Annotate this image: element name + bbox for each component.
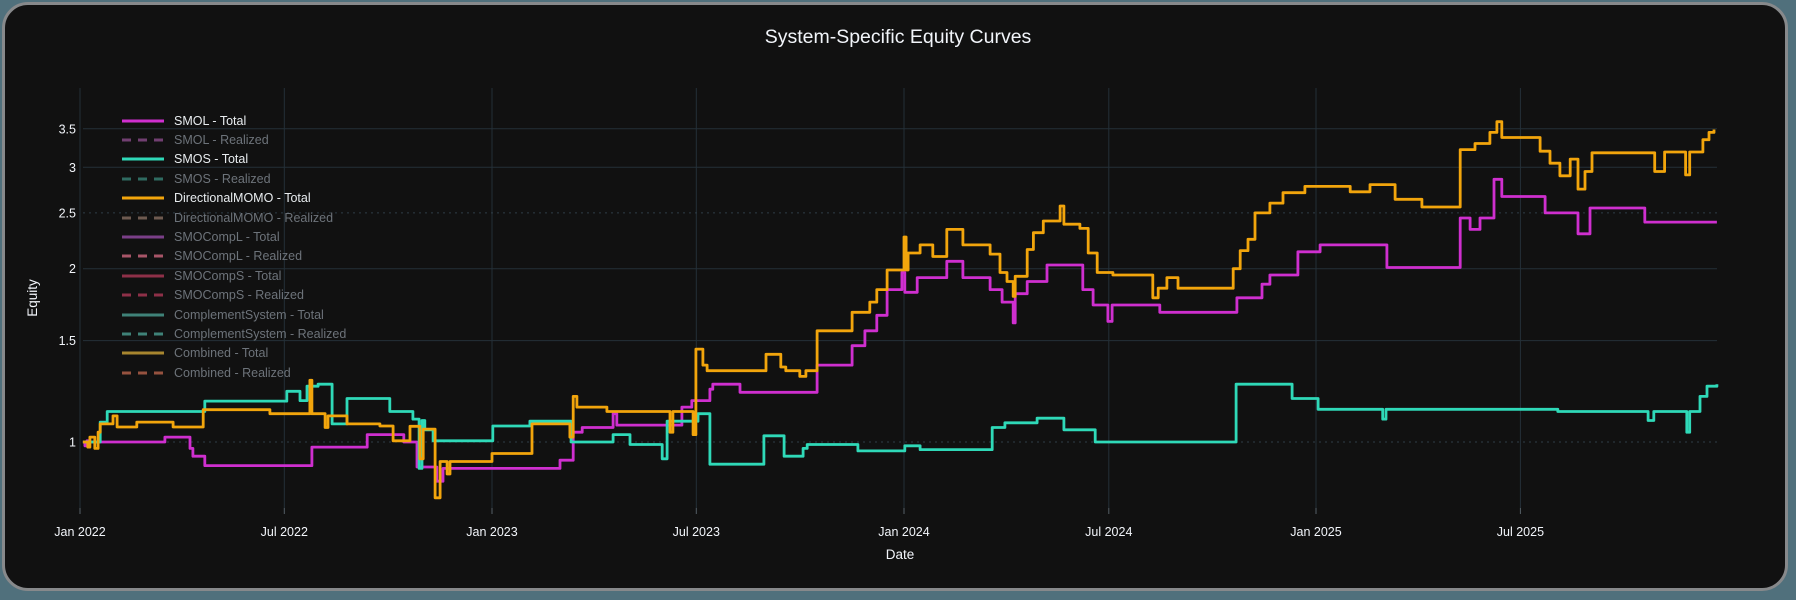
legend-item-combined-total[interactable]: Combined - Total [120,344,346,363]
legend-label: ComplementSystem - Realized [174,326,347,341]
legend-swatch-solid-line-icon [122,313,164,317]
legend-item-smol-total[interactable]: SMOL - Total [120,111,346,130]
legend-swatch-solid-line-icon [122,351,164,355]
x-tick-label: Jan 2024 [878,525,929,539]
legend-swatch-dashed-line-icon [122,254,164,258]
legend-item-smol-realized[interactable]: SMOL - Realized [120,130,346,149]
y-tick-label: 3.5 [59,122,76,136]
y-tick-label: 2.5 [59,206,76,220]
legend-item-complementsystem-realized[interactable]: ComplementSystem - Realized [120,324,346,343]
legend-swatch-dashed-line-icon [122,177,164,181]
y-tick-label: 3 [69,161,76,175]
series-line-directionalmomo-total [82,120,1716,500]
legend-label: SMOCompS - Realized [174,288,304,303]
legend-label: DirectionalMOMO - Total [174,191,311,206]
x-tick-label: Jan 2022 [54,525,105,539]
legend-item-smocomps-realized[interactable]: SMOCompS - Realized [120,286,346,305]
legend-label: ComplementSystem - Total [174,307,324,322]
legend-swatch-dashed-line-icon [122,138,164,142]
legend-swatch-solid-line-icon [122,196,164,200]
legend-item-smocomps-total[interactable]: SMOCompS - Total [120,266,346,285]
legend-item-smocompl-realized[interactable]: SMOCompL - Realized [120,247,346,266]
y-tick-label: 1.5 [59,334,76,348]
legend-label: Combined - Realized [174,365,291,380]
x-tick-label: Jan 2023 [466,525,517,539]
legend-swatch-dashed-line-icon [122,293,164,297]
series-line-smos-total [82,382,1719,470]
legend-item-directionalmomo-realized[interactable]: DirectionalMOMO - Realized [120,208,346,227]
chart-card [2,2,1788,591]
y-tick-label: 2 [69,262,76,276]
legend-label: DirectionalMOMO - Realized [174,210,334,225]
legend-label: SMOS - Total [174,152,249,167]
legend-item-complementsystem-total[interactable]: ComplementSystem - Total [120,305,346,324]
legend-item-smos-realized[interactable]: SMOS - Realized [120,169,346,188]
legend-swatch-solid-line-icon [122,235,164,239]
x-tick-label: Jul 2024 [1085,525,1132,539]
legend-item-smocompl-total[interactable]: SMOCompL - Total [120,227,346,246]
x-tick-label: Jul 2022 [261,525,308,539]
legend-swatch-solid-line-icon [122,157,164,161]
legend-label: SMOL - Total [174,113,247,128]
legend-label: SMOCompL - Realized [174,249,303,264]
y-tick-label: 1 [69,436,76,450]
series-lines [82,120,1719,500]
legend: SMOL - Total SMOL - Realized SMOS - Total S… [120,111,346,382]
legend-swatch-dashed-line-icon [122,216,164,220]
gridlines [79,88,1717,508]
legend-swatch-dashed-line-icon [122,332,164,336]
legend-item-directionalmomo-total[interactable]: DirectionalMOMO - Total [120,189,346,208]
legend-label: Combined - Total [174,346,269,361]
x-axis-title: Date [886,547,915,562]
x-tick-label: Jan 2025 [1290,525,1341,539]
legend-swatch-solid-line-icon [122,119,164,123]
legend-label: SMOCompL - Total [174,230,280,245]
axis-ticks: Jan 2022 Jul 2022 Jan 2023 Jul 2023 Jan 2024… [54,122,1544,539]
legend-label: SMOL - Realized [174,133,269,148]
legend-label: SMOS - Realized [174,171,271,186]
legend-label: SMOCompS - Total [174,268,282,283]
legend-item-combined-realized[interactable]: Combined - Realized [120,363,346,382]
chart-title: System-Specific Equity Curves [765,26,1032,48]
x-tick-label: Jul 2023 [673,525,720,539]
legend-item-smos-total[interactable]: SMOS - Total [120,150,346,169]
y-axis-title: Equity [25,279,40,317]
x-tick-label: Jul 2025 [1497,525,1544,539]
legend-swatch-solid-line-icon [122,274,164,278]
legend-swatch-dashed-line-icon [122,371,164,375]
